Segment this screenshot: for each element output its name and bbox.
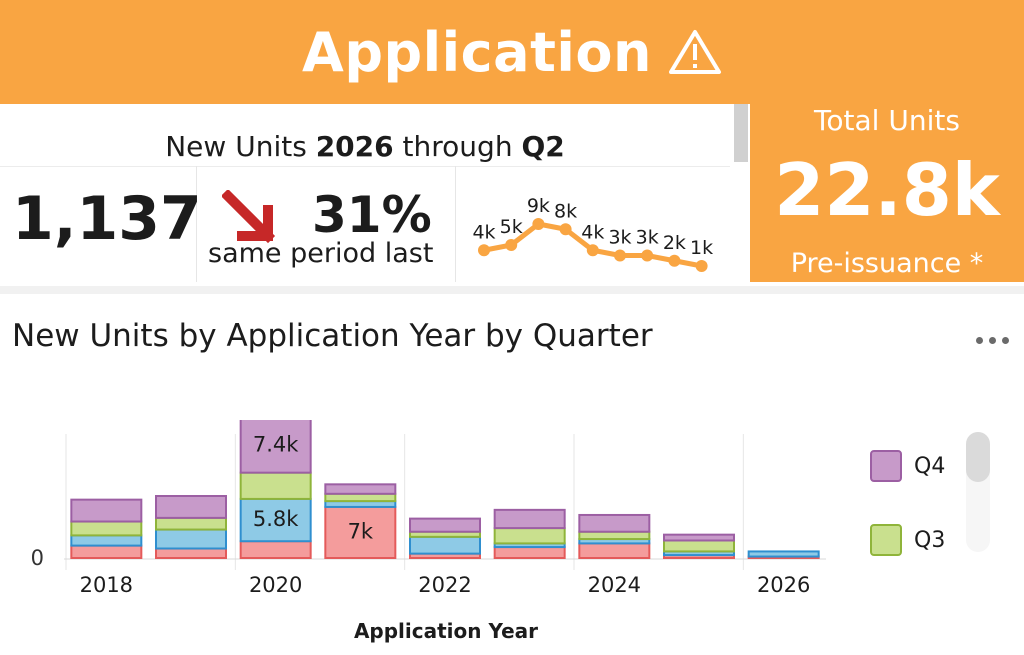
sparkline-label: 5k bbox=[500, 216, 523, 238]
sparkline-label: 8k bbox=[554, 200, 577, 222]
legend-item[interactable]: Q4 bbox=[870, 450, 945, 482]
sparkline-point bbox=[532, 218, 545, 230]
panel-scrollbar[interactable] bbox=[734, 104, 748, 162]
bar-segment[interactable] bbox=[70, 498, 143, 523]
bar-data-label: 5.8k bbox=[253, 507, 299, 531]
sparkline-point bbox=[668, 254, 681, 267]
kpi-heading-year: 2026 bbox=[315, 130, 394, 163]
bar-segment[interactable] bbox=[663, 539, 735, 553]
bar-segment[interactable] bbox=[578, 542, 651, 560]
sparkline-label: 3k bbox=[636, 227, 659, 249]
total-units-note: Pre-issuance * bbox=[790, 248, 984, 279]
page-title: Application bbox=[302, 20, 652, 84]
kpi-divider bbox=[196, 166, 197, 282]
bar-segment[interactable] bbox=[70, 534, 143, 547]
more-dot bbox=[1001, 336, 1009, 344]
chart-legend: Q4 Q3 bbox=[860, 440, 990, 560]
bar-segment[interactable] bbox=[409, 517, 481, 533]
bar-segment[interactable] bbox=[663, 533, 735, 542]
bar-segment[interactable] bbox=[155, 528, 227, 550]
sparkline-point bbox=[641, 249, 654, 262]
legend-item[interactable]: Q3 bbox=[870, 524, 945, 556]
legend-swatch bbox=[870, 524, 902, 556]
x-tick-label: 2024 bbox=[588, 573, 641, 597]
kpi-divider bbox=[455, 166, 456, 282]
bar-segment[interactable] bbox=[239, 497, 312, 543]
warning-icon bbox=[668, 30, 721, 74]
more-dot bbox=[975, 336, 983, 344]
x-tick-label: 2020 bbox=[249, 573, 302, 597]
bar-segment[interactable] bbox=[493, 508, 566, 530]
sparkline-label: 4k bbox=[472, 221, 495, 243]
kpi-divider bbox=[0, 166, 730, 167]
kpi-change-percent: 31% bbox=[312, 186, 432, 244]
bar-segment[interactable] bbox=[70, 520, 143, 537]
total-units-label: Total Units bbox=[814, 104, 960, 137]
sparkline-label: 2k bbox=[663, 232, 686, 254]
bar-segment[interactable] bbox=[70, 544, 143, 559]
section-separator bbox=[0, 286, 1024, 294]
kpi-heading-mid: through bbox=[393, 130, 522, 163]
bar-data-label: 7k bbox=[348, 519, 374, 543]
kpi-value: 1,137 bbox=[12, 184, 202, 254]
x-tick-label: 2022 bbox=[418, 573, 471, 597]
trend-down-arrow-icon bbox=[222, 190, 276, 244]
sparkline-label: 1k bbox=[690, 237, 713, 259]
sparkline-point bbox=[559, 223, 572, 236]
bar-segment[interactable] bbox=[155, 547, 227, 560]
bar-segment[interactable] bbox=[409, 535, 481, 555]
legend-swatch bbox=[870, 450, 902, 482]
sparkline-label: 9k bbox=[527, 195, 550, 217]
bar-segment[interactable] bbox=[493, 546, 566, 559]
sparkline-point bbox=[586, 244, 599, 257]
kpi-heading-prefix: New Units bbox=[165, 130, 316, 163]
y-tick-label: 0 bbox=[31, 546, 44, 570]
bar-data-label: 7.4k bbox=[253, 433, 299, 457]
kpi-panel: New Units 2026 through Q2 1,137 31% same… bbox=[0, 104, 750, 282]
sparkline-point bbox=[478, 244, 490, 257]
page-banner: Application bbox=[0, 0, 1024, 104]
sparkline-point bbox=[614, 249, 626, 262]
x-axis-title: Application Year bbox=[354, 619, 538, 643]
total-units-card: Total Units 22.8k Pre-issuance * bbox=[750, 104, 1024, 282]
more-options-icon[interactable] bbox=[970, 326, 1014, 354]
sparkline-label: 3k bbox=[608, 227, 631, 249]
x-tick-label: 2026 bbox=[757, 573, 810, 597]
kpi-heading-quarter: Q2 bbox=[521, 130, 565, 163]
bar-segment[interactable] bbox=[155, 495, 227, 519]
x-tick-label: 2018 bbox=[80, 573, 133, 597]
bar-segment[interactable] bbox=[239, 540, 312, 559]
more-dot bbox=[988, 336, 996, 344]
total-units-value: 22.8k bbox=[774, 148, 1000, 232]
kpi-heading: New Units 2026 through Q2 bbox=[0, 130, 730, 163]
bar-segment[interactable] bbox=[578, 513, 651, 533]
chart-title: New Units by Application Year by Quarter bbox=[12, 318, 653, 354]
bar-segment[interactable] bbox=[747, 550, 820, 558]
legend-label: Q4 bbox=[914, 453, 946, 479]
bar-segment[interactable] bbox=[324, 505, 397, 559]
bar-segment[interactable] bbox=[493, 527, 566, 545]
stacked-bar-chart: 0 7.4k 5.8k 7k 2018 2020 2022 2024 2026 Applicati… bbox=[31, 420, 826, 643]
bar-segment[interactable] bbox=[239, 420, 312, 474]
sparkline-point bbox=[505, 239, 518, 251]
bar-segment[interactable] bbox=[324, 483, 397, 495]
kpi-change-caption: same period last bbox=[208, 238, 434, 269]
bar-segment[interactable] bbox=[324, 492, 397, 503]
bar-segment[interactable] bbox=[239, 471, 312, 500]
sparkline-point bbox=[695, 260, 708, 272]
legend-scroll-thumb[interactable] bbox=[966, 432, 990, 482]
legend-label: Q3 bbox=[914, 527, 946, 553]
sparkline-label: 4k bbox=[581, 221, 604, 243]
bar-segment[interactable] bbox=[578, 530, 651, 541]
bar-segment[interactable] bbox=[155, 516, 227, 531]
